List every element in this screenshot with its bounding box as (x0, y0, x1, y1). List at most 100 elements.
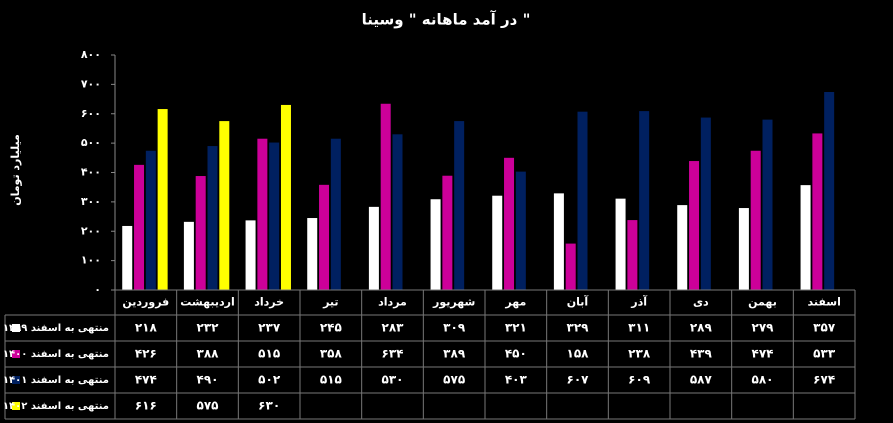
bar (280, 104, 291, 290)
y-axis-label: میلیارد تومان (9, 134, 22, 206)
bar (639, 111, 650, 290)
legend-entry: منتهی به اسفند ۱۴۰۱ (3, 375, 109, 386)
legend-key (12, 376, 20, 384)
table-value: ۵۳۰ (382, 373, 404, 387)
bar (750, 150, 761, 290)
bar (504, 157, 515, 290)
y-tick-label: ۸۰۰ (81, 48, 101, 61)
table-value: ۴۰۳ (505, 373, 528, 387)
bar (553, 193, 564, 290)
bar (442, 175, 453, 290)
table-value: ۴۳۹ (690, 347, 713, 361)
table-value: ۵۱۵ (320, 373, 342, 387)
table-value: ۲۸۹ (690, 321, 713, 335)
table-value: ۳۸۹ (443, 347, 466, 361)
table-value: ۵۳۳ (813, 347, 836, 361)
y-tick-label: ۲۰۰ (81, 224, 101, 237)
y-tick-label: ۰ (94, 283, 101, 296)
table-value: ۴۷۴ (135, 373, 157, 387)
x-tick-label: مهر (504, 296, 526, 309)
bar (627, 220, 638, 290)
table-value: ۵۸۷ (690, 373, 713, 387)
table-value: ۵۸۰ (752, 373, 774, 387)
bar (145, 150, 156, 290)
table-value: ۳۸۸ (197, 347, 220, 361)
y-tick-label: ۶۰۰ (81, 107, 101, 120)
legend-entry: منتهی به اسفند ۱۴۰۲ (3, 401, 109, 412)
table-value: ۲۷۹ (752, 321, 775, 335)
table-value: ۲۳۲ (197, 321, 220, 335)
table-value: ۲۸۳ (382, 321, 405, 335)
legend-entry: منتهی به اسفند ۱۴۰۰ (3, 349, 109, 360)
table-value: ۳۲۱ (505, 321, 527, 335)
x-tick-label: شهریور (432, 296, 475, 309)
table-value: ۲۳۸ (628, 347, 651, 361)
bar (207, 146, 218, 290)
bar (515, 171, 526, 290)
legend-key (12, 402, 20, 410)
y-tick-label: ۴۰۰ (81, 166, 101, 179)
bar (134, 164, 145, 290)
table-value: ۶۷۴ (813, 373, 835, 387)
bar (492, 195, 503, 290)
table-value: ۲۴۵ (320, 321, 342, 335)
table-value: ۳۱۱ (628, 321, 650, 335)
bar (157, 109, 168, 290)
bar (257, 138, 268, 290)
table-value: ۵۰۲ (258, 373, 281, 387)
y-tick-label: ۵۰۰ (81, 136, 101, 149)
bar (677, 205, 688, 290)
table-value: ۶۱۶ (135, 399, 157, 413)
bar (615, 198, 626, 290)
table-value: ۲۱۸ (135, 321, 158, 335)
bar (812, 133, 823, 290)
legend-key (12, 324, 20, 332)
bar (577, 111, 588, 290)
bar (565, 243, 576, 290)
bar (319, 184, 330, 290)
x-tick-label: تیر (322, 296, 338, 309)
bar (700, 117, 711, 290)
bar (219, 121, 230, 290)
table-value: ۴۵۰ (505, 347, 527, 361)
table-value: ۴۲۶ (135, 347, 157, 361)
bar (269, 142, 280, 290)
bar (122, 225, 133, 290)
x-tick-label: دی (693, 296, 709, 309)
table-value: ۴۷۴ (752, 347, 774, 361)
table-value: ۳۰۹ (443, 321, 466, 335)
table-value: ۳۲۹ (567, 321, 590, 335)
x-tick-label: مرداد (378, 296, 407, 309)
y-tick-label: ۱۰۰ (81, 254, 101, 267)
bar (454, 121, 465, 290)
bar (368, 206, 379, 290)
bar (738, 208, 749, 290)
legend-key (12, 350, 20, 358)
table-value: ۶۰۷ (567, 373, 590, 387)
bar (430, 199, 441, 290)
bar (330, 138, 341, 290)
bar (380, 103, 391, 290)
y-tick-label: ۷۰۰ (81, 77, 101, 90)
table-value: ۵۱۵ (258, 347, 280, 361)
table-value: ۲۳۷ (258, 321, 281, 335)
x-tick-label: اردیبهشت (180, 296, 234, 309)
chart-title: در آمد ماهانه " وسینا " (362, 11, 531, 29)
y-tick-label: ۳۰۰ (81, 195, 101, 208)
table-value: ۶۰۹ (628, 373, 651, 387)
bar (824, 92, 835, 290)
table-value: ۶۳۴ (382, 347, 404, 361)
table-value: ۱۵۸ (567, 347, 590, 361)
x-tick-label: اسفند (807, 296, 840, 309)
bar (307, 218, 318, 290)
x-tick-label: آذر (630, 295, 647, 309)
table-value: ۳۵۷ (813, 321, 836, 335)
table-value: ۵۷۵ (443, 373, 465, 387)
x-tick-label: آبان (567, 295, 589, 309)
bar (800, 185, 811, 290)
bar (195, 176, 206, 290)
bar (689, 161, 700, 290)
x-tick-label: خرداد (254, 296, 284, 309)
bar (245, 220, 256, 290)
legend-entry: منتهی به اسفند ۱۳۹۹ (3, 323, 109, 334)
